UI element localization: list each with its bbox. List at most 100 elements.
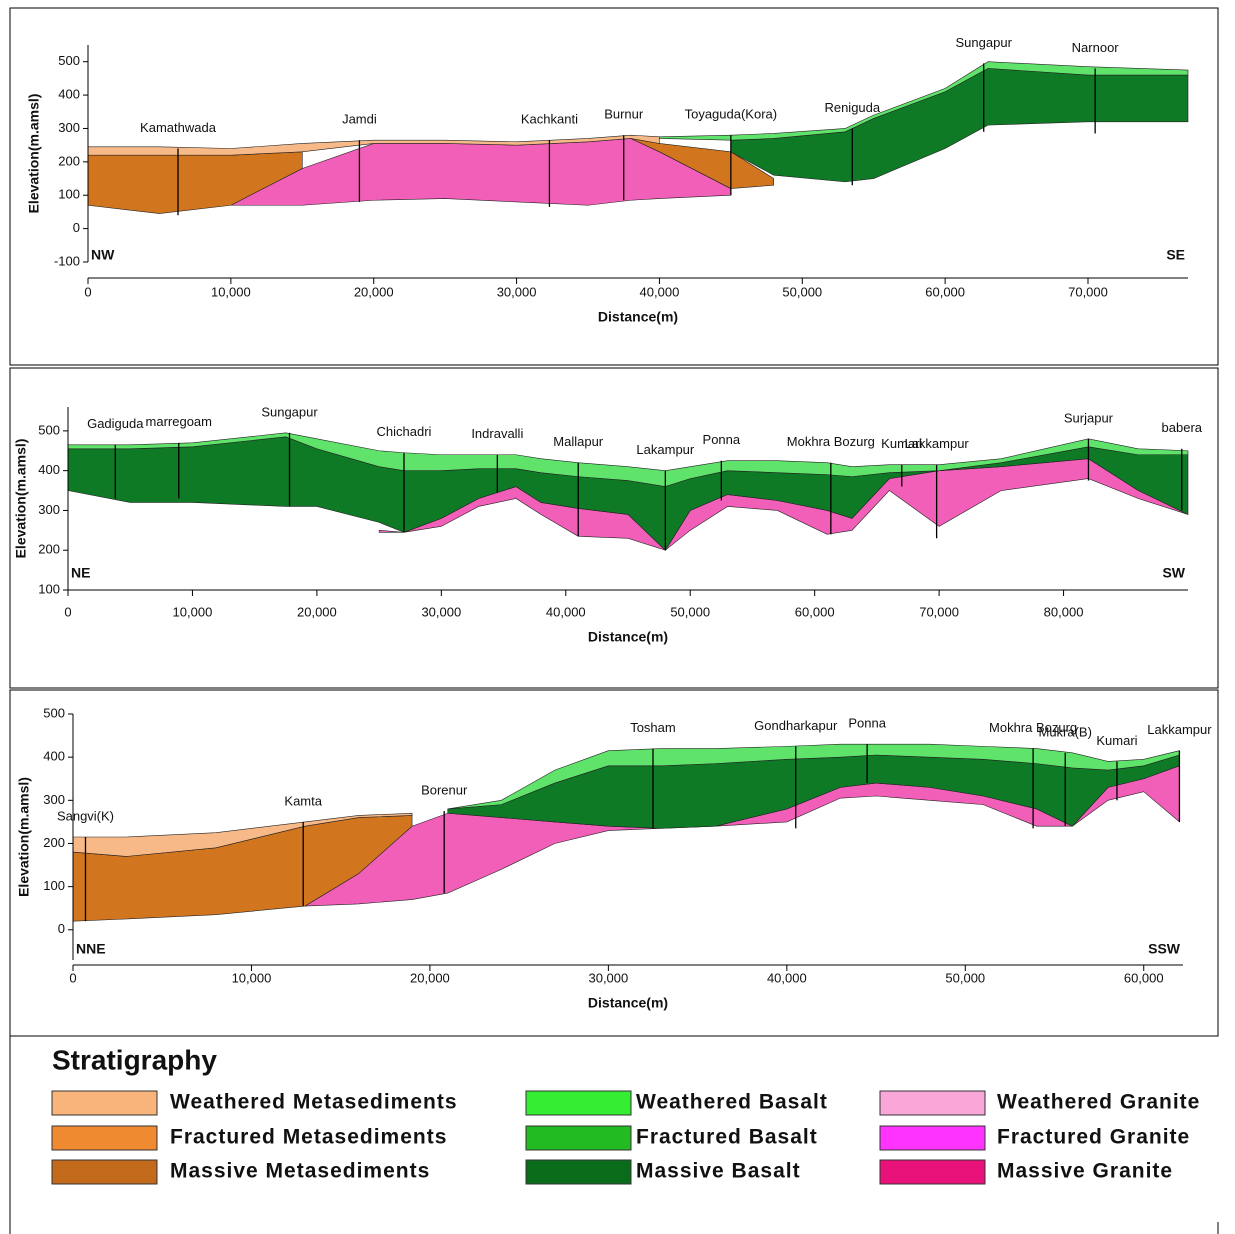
- rock-layer: [630, 138, 775, 189]
- legend-swatch: [525, 1159, 632, 1185]
- legend-label: Weathered Basalt: [636, 1091, 828, 1114]
- x-tick-label: 50,000: [782, 284, 822, 299]
- panel-frame: [9, 689, 1219, 1037]
- well-label: Chichadri: [377, 424, 432, 439]
- well-label: Kamta: [284, 793, 322, 808]
- x-tick-label: 20,000: [297, 604, 337, 619]
- x-tick-label: 80,000: [1044, 604, 1084, 619]
- y-tick-label: 200: [43, 835, 65, 850]
- legend-label: Fractured Metasediments: [170, 1126, 447, 1149]
- y-axis-title: Elevation(m.amsl): [13, 439, 29, 559]
- y-tick-label: 400: [38, 462, 60, 477]
- x-tick-label: 30,000: [497, 284, 537, 299]
- well-label: babera: [1162, 420, 1203, 435]
- legend-label: Weathered Granite: [997, 1091, 1200, 1114]
- well-label: Lakampur: [636, 442, 694, 457]
- well-label: Kachkanti: [521, 112, 578, 127]
- x-tick-label: 0: [84, 284, 91, 299]
- x-axis-title: Distance(m): [598, 309, 678, 325]
- panel-frame: [9, 367, 1219, 689]
- rock-layer: [730, 68, 1189, 183]
- x-tick-label: 10,000: [173, 604, 213, 619]
- well-label: Burnur: [604, 107, 644, 122]
- direction-label: SE: [1166, 247, 1185, 263]
- y-tick-label: 400: [58, 87, 80, 102]
- x-tick-label: 0: [69, 970, 76, 985]
- legend-label: Massive Granite: [997, 1160, 1173, 1183]
- legend-label: Fractured Granite: [997, 1126, 1190, 1149]
- well-label: marregoam: [146, 414, 212, 429]
- panel-frame: [9, 7, 1219, 366]
- legend-swatch: [525, 1090, 632, 1116]
- rock-layer: [72, 812, 413, 857]
- x-axis-title: Distance(m): [588, 995, 668, 1011]
- well-label: Sangvi(K): [57, 808, 114, 823]
- direction-label: NW: [91, 247, 115, 263]
- y-tick-label: 100: [38, 581, 60, 596]
- x-tick-label: 60,000: [1124, 970, 1164, 985]
- well-label: Sungapur: [956, 35, 1013, 50]
- x-tick-label: 30,000: [588, 970, 628, 985]
- well-label: Lakkampur: [904, 436, 969, 451]
- y-tick-label: 400: [43, 749, 65, 764]
- y-axis-title: Elevation(m.amsl): [26, 94, 42, 214]
- well-label: Narnoor: [1072, 40, 1120, 55]
- x-tick-label: 50,000: [670, 604, 710, 619]
- y-tick-label: 300: [43, 792, 65, 807]
- well-label: Mukra(B): [1038, 724, 1091, 739]
- x-tick-label: 30,000: [421, 604, 461, 619]
- y-tick-label: 0: [58, 921, 65, 936]
- direction-label: SSW: [1148, 941, 1181, 957]
- well-label: Gadiguda: [87, 416, 144, 431]
- well-label: Gondharkapur: [754, 718, 838, 733]
- x-axis-title: Distance(m): [588, 629, 668, 645]
- legend-label: Massive Metasediments: [170, 1160, 430, 1183]
- x-tick-label: 40,000: [640, 284, 680, 299]
- y-tick-label: 500: [58, 53, 80, 68]
- y-tick-label: 300: [58, 120, 80, 135]
- well-label: Surjapur: [1064, 410, 1114, 425]
- legend-label: Massive Basalt: [636, 1160, 801, 1183]
- y-tick-label: 500: [38, 422, 60, 437]
- x-tick-label: 0: [64, 604, 71, 619]
- legend-swatch: [51, 1090, 158, 1116]
- legend-swatch: [51, 1125, 158, 1151]
- x-tick-label: 60,000: [795, 604, 835, 619]
- well-label: Ponna: [848, 716, 886, 731]
- direction-label: NNE: [76, 941, 106, 957]
- well-label: Indravalli: [471, 426, 523, 441]
- well-label: Mokhra Bozurg: [989, 720, 1077, 735]
- legend-swatch: [525, 1125, 632, 1151]
- x-tick-label: 70,000: [919, 604, 959, 619]
- direction-label: SW: [1162, 565, 1185, 581]
- well-label: Kamathwada: [140, 120, 217, 135]
- legend-swatch: [879, 1159, 986, 1185]
- y-tick-label: 100: [43, 878, 65, 893]
- well-label: Kumari: [1096, 733, 1137, 748]
- y-tick-label: 0: [73, 220, 80, 235]
- x-tick-label: 40,000: [546, 604, 586, 619]
- y-tick-label: 100: [58, 187, 80, 202]
- x-tick-label: 60,000: [925, 284, 965, 299]
- rock-layer: [67, 432, 1189, 487]
- well-label: Tosham: [630, 720, 676, 735]
- x-tick-label: 50,000: [945, 970, 985, 985]
- x-tick-label: 70,000: [1068, 284, 1108, 299]
- well-label: Jamdi: [342, 112, 377, 127]
- legend-label: Weathered Metasediments: [170, 1091, 458, 1114]
- rock-layer: [87, 134, 660, 156]
- rock-layer: [659, 61, 1189, 141]
- well-label: Kumari: [881, 436, 922, 451]
- well-label: Ponna: [703, 432, 741, 447]
- y-tick-label: 500: [43, 705, 65, 720]
- legend-swatch: [879, 1090, 986, 1116]
- x-tick-label: 20,000: [410, 970, 450, 985]
- legend-swatch: [51, 1159, 158, 1185]
- y-axis-title: Elevation(m.amsl): [16, 777, 32, 897]
- x-tick-label: 20,000: [354, 284, 394, 299]
- well-label: Borenur: [421, 783, 468, 798]
- y-tick-label: 200: [58, 153, 80, 168]
- well-label: Reniguda: [824, 100, 880, 115]
- legend-label: Fractured Basalt: [636, 1126, 818, 1149]
- legend-swatch: [879, 1125, 986, 1151]
